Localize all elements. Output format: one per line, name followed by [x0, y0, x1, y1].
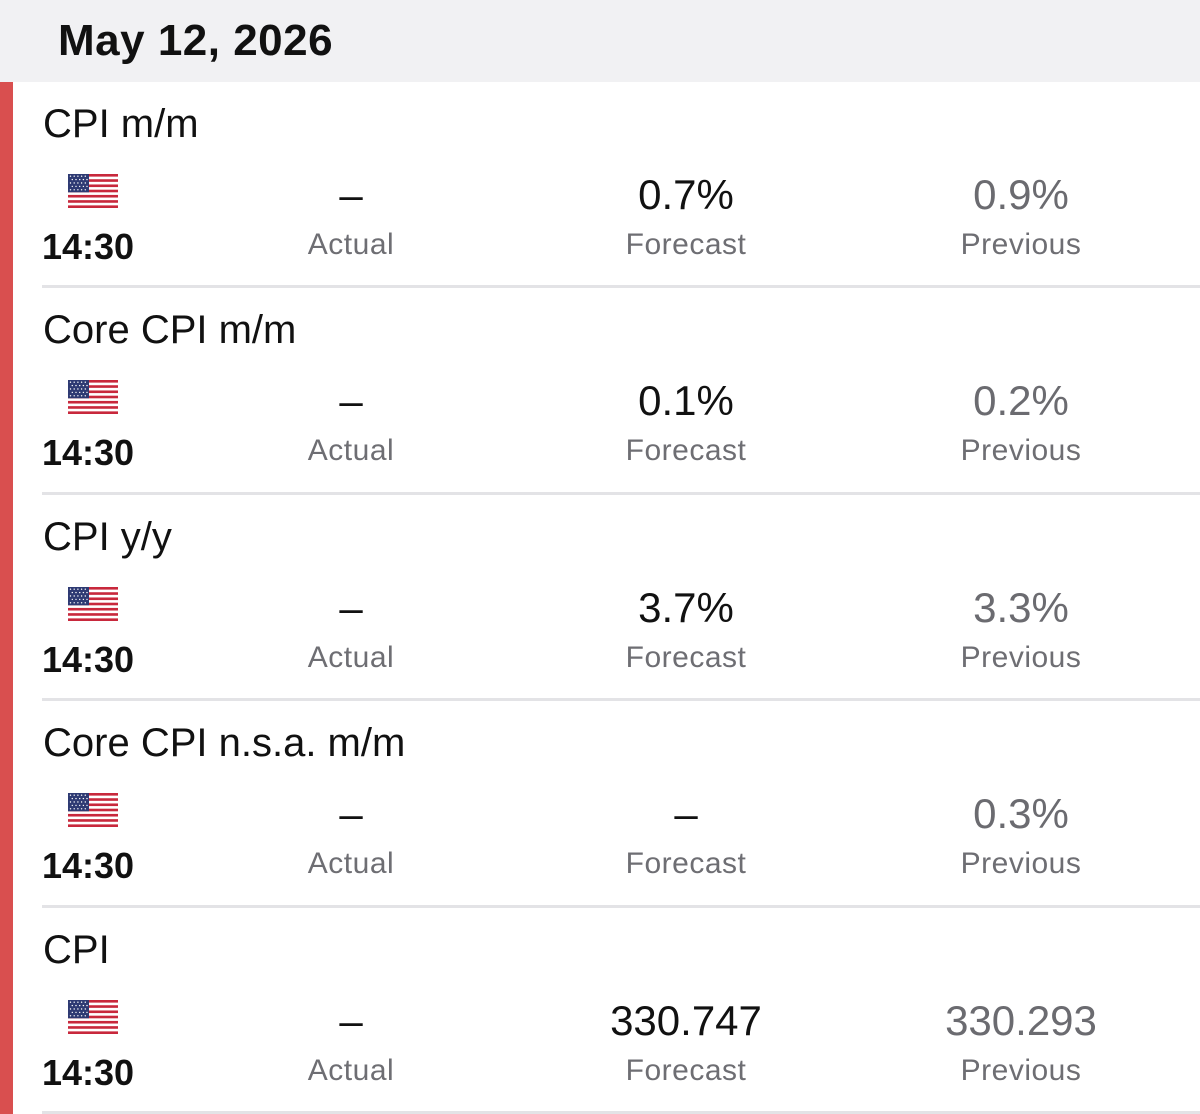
us-flag-icon [68, 1000, 118, 1034]
event-name: Core CPI n.s.a. m/m [43, 721, 406, 766]
event-time: 14:30 [42, 1051, 135, 1093]
actual-value: – [339, 790, 363, 838]
forecast-cell: 330.747 Forecast [546, 996, 826, 1088]
forecast-cell: – Forecast [546, 791, 826, 881]
previous-value: 0.3% [973, 790, 1069, 838]
actual-cell: – Actual [211, 583, 491, 675]
event-name: CPI [43, 927, 110, 972]
event-list: CPI m/m 14:30 – Actual 0.7% Forecast 0.9… [0, 82, 1200, 1114]
us-flag-icon [68, 587, 118, 621]
forecast-label: Forecast [625, 640, 747, 674]
previous-cell: 3.3% Previous [881, 583, 1161, 675]
forecast-cell: 0.1% Forecast [546, 378, 826, 468]
actual-value: – [339, 377, 363, 425]
event-row[interactable]: CPI y/y 14:30 – Actual 3.7% Forecast 3.3… [0, 494, 1200, 702]
actual-label: Actual [307, 1053, 395, 1087]
actual-cell: – Actual [211, 996, 491, 1088]
event-row[interactable]: Core CPI m/m 14:30 – Actual 0.1% Forecas… [0, 288, 1200, 495]
actual-label: Actual [307, 228, 395, 261]
event-row[interactable]: CPI m/m 14:30 – Actual 0.7% Forecast 0.9… [0, 82, 1200, 289]
us-flag-icon [68, 380, 118, 414]
forecast-value: 0.1% [638, 377, 734, 425]
row-divider [42, 491, 1200, 495]
previous-label: Previous [960, 1053, 1082, 1087]
forecast-label: Forecast [625, 847, 747, 881]
event-name: CPI m/m [43, 102, 199, 146]
row-divider [42, 1110, 1200, 1114]
high-impact-indicator [0, 494, 13, 702]
previous-value: 0.9% [973, 171, 1069, 218]
event-row[interactable]: CPI 14:30 – Actual 330.747 Forecast 330.… [0, 907, 1200, 1114]
previous-label: Previous [960, 640, 1082, 674]
event-row[interactable]: Core CPI n.s.a. m/m 14:30 – Actual – For… [0, 701, 1200, 908]
event-time: 14:30 [42, 638, 135, 680]
previous-value: 330.293 [945, 996, 1097, 1044]
row-divider [42, 285, 1200, 289]
forecast-value: 0.7% [638, 171, 734, 218]
previous-cell: 0.2% Previous [881, 378, 1161, 468]
date-title: May 12, 2026 [58, 16, 334, 65]
actual-value: – [339, 171, 363, 218]
row-divider [42, 698, 1200, 702]
forecast-cell: 0.7% Forecast [546, 172, 826, 262]
forecast-label: Forecast [625, 228, 747, 261]
us-flag-icon [68, 174, 118, 208]
actual-label: Actual [307, 847, 395, 881]
high-impact-indicator [0, 82, 13, 289]
forecast-value: 3.7% [638, 583, 734, 631]
previous-label: Previous [960, 228, 1082, 261]
forecast-value: – [674, 790, 698, 838]
forecast-value: 330.747 [610, 996, 762, 1044]
high-impact-indicator [0, 701, 13, 908]
us-flag-icon [68, 793, 118, 827]
event-time: 14:30 [42, 226, 135, 267]
forecast-label: Forecast [625, 1053, 747, 1087]
previous-value: 3.3% [973, 583, 1069, 631]
high-impact-indicator [0, 907, 13, 1114]
actual-cell: – Actual [211, 172, 491, 262]
actual-value: – [339, 583, 363, 631]
forecast-label: Forecast [625, 434, 747, 468]
actual-label: Actual [307, 434, 395, 468]
previous-label: Previous [960, 847, 1082, 881]
previous-cell: 0.9% Previous [881, 172, 1161, 262]
date-header: May 12, 2026 [0, 0, 1200, 82]
previous-cell: 0.3% Previous [881, 791, 1161, 881]
actual-label: Actual [307, 640, 395, 674]
previous-value: 0.2% [973, 377, 1069, 425]
actual-value: – [339, 996, 363, 1044]
row-divider [42, 904, 1200, 908]
event-time: 14:30 [42, 845, 135, 887]
event-name: CPI y/y [43, 514, 172, 559]
forecast-cell: 3.7% Forecast [546, 583, 826, 675]
actual-cell: – Actual [211, 378, 491, 468]
event-time: 14:30 [42, 432, 135, 474]
actual-cell: – Actual [211, 791, 491, 881]
high-impact-indicator [0, 288, 13, 495]
previous-cell: 330.293 Previous [881, 996, 1161, 1088]
event-name: Core CPI m/m [43, 308, 297, 353]
previous-label: Previous [960, 434, 1082, 468]
